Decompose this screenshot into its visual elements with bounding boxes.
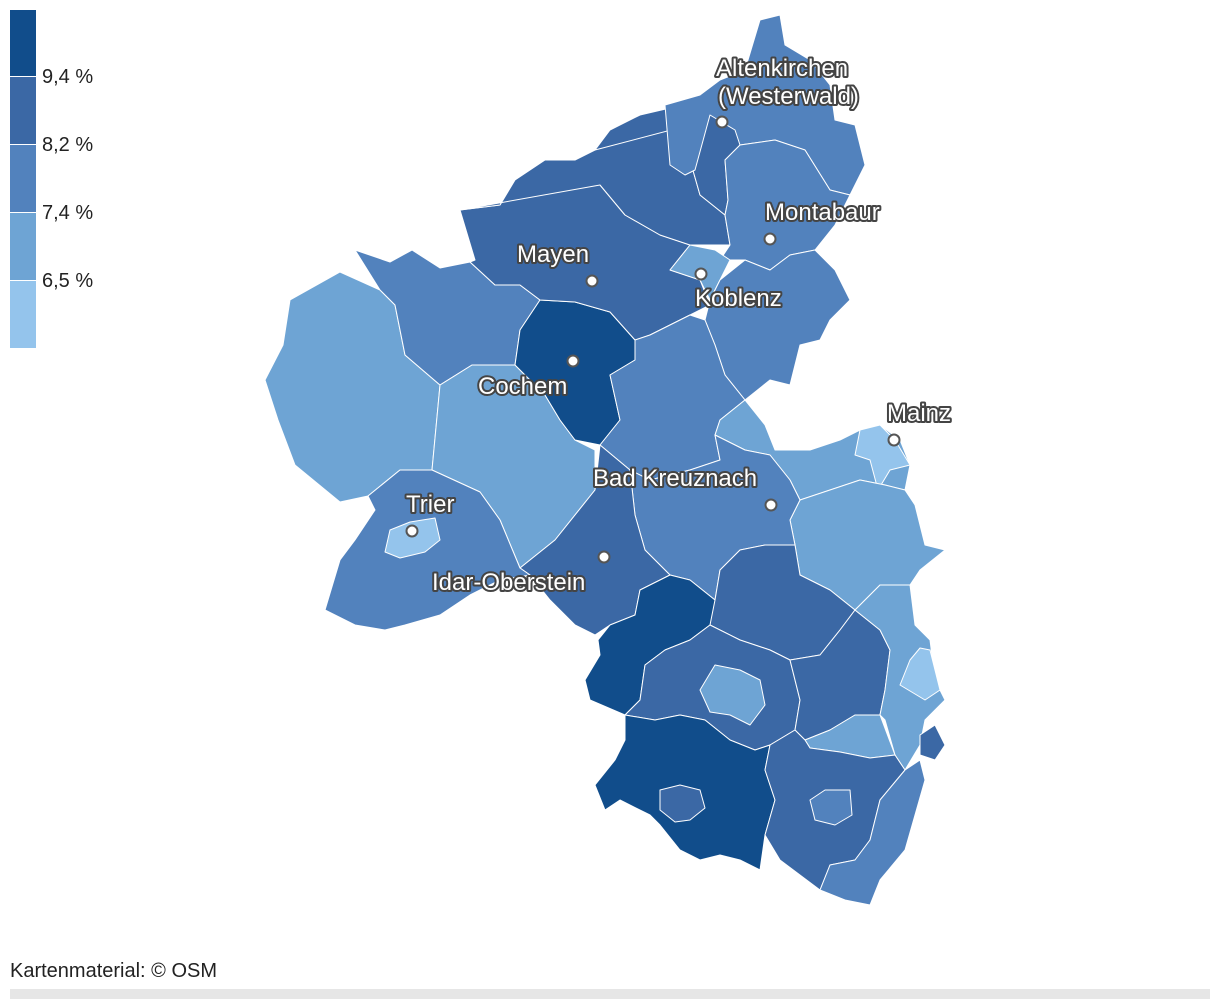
legend-swatch-level3 bbox=[10, 145, 36, 212]
city-label-bad-kreuznach: Bad Kreuznach bbox=[593, 465, 757, 492]
city-marker-altenkirchen[interactable] bbox=[715, 115, 729, 129]
region-kaiserslautern-city bbox=[699, 664, 766, 726]
city-marker-trier[interactable] bbox=[405, 524, 419, 538]
city-marker-bad-kreuznach[interactable] bbox=[764, 498, 778, 512]
regions bbox=[264, 14, 946, 906]
region-ludwigshafen bbox=[899, 647, 941, 701]
legend: 9,4 % 8,2 % 7,4 % 6,5 % bbox=[10, 10, 93, 348]
city-marker-koblenz[interactable] bbox=[694, 267, 708, 281]
city-label-idar-oberstein: Idar-Oberstein bbox=[432, 569, 585, 596]
city-marker-montabaur[interactable] bbox=[763, 232, 777, 246]
legend-tick-label: 9,4 % bbox=[42, 66, 93, 88]
region-altenkirchen bbox=[664, 14, 866, 196]
region-germersheim bbox=[819, 759, 926, 906]
city-marker-mayen[interactable] bbox=[585, 274, 599, 288]
map-attribution: Kartenmaterial: © OSM bbox=[10, 960, 218, 982]
region-speyer bbox=[919, 724, 946, 761]
city-marker-mainz[interactable] bbox=[887, 433, 901, 447]
legend-tick-label: 6,5 % bbox=[42, 270, 93, 292]
legend-swatch-level5 bbox=[10, 10, 36, 76]
region-mainz bbox=[854, 424, 911, 491]
legend-tick-label: 8,2 % bbox=[42, 134, 93, 156]
legend-swatch-level4 bbox=[10, 77, 36, 144]
city-label-mayen: Mayen bbox=[517, 241, 589, 268]
city-marker-idar-oberstein[interactable] bbox=[597, 550, 611, 564]
bottom-bar bbox=[10, 989, 1210, 999]
city-label-montabaur: Montabaur bbox=[765, 199, 880, 226]
legend-tick-label: 7,4 % bbox=[42, 202, 93, 224]
city-label-koblenz: Koblenz bbox=[695, 285, 782, 312]
region-pirmasens bbox=[659, 784, 706, 823]
region-trier bbox=[384, 517, 441, 559]
city-marker-cochem[interactable] bbox=[566, 354, 580, 368]
city-label-altenkirchen-line1: Altenkirchen bbox=[716, 55, 848, 82]
city-label-trier: Trier bbox=[406, 491, 454, 518]
city-markers: Altenkirchen (Westerwald) Montabaur Maye… bbox=[404, 53, 953, 598]
city-label-cochem: Cochem bbox=[478, 373, 567, 400]
region-landau bbox=[809, 789, 853, 826]
legend-swatch-level2 bbox=[10, 213, 36, 280]
city-label-mainz: Mainz bbox=[887, 400, 951, 427]
legend-swatch-level1 bbox=[10, 281, 36, 348]
city-label-altenkirchen-line2: (Westerwald) bbox=[718, 83, 859, 110]
